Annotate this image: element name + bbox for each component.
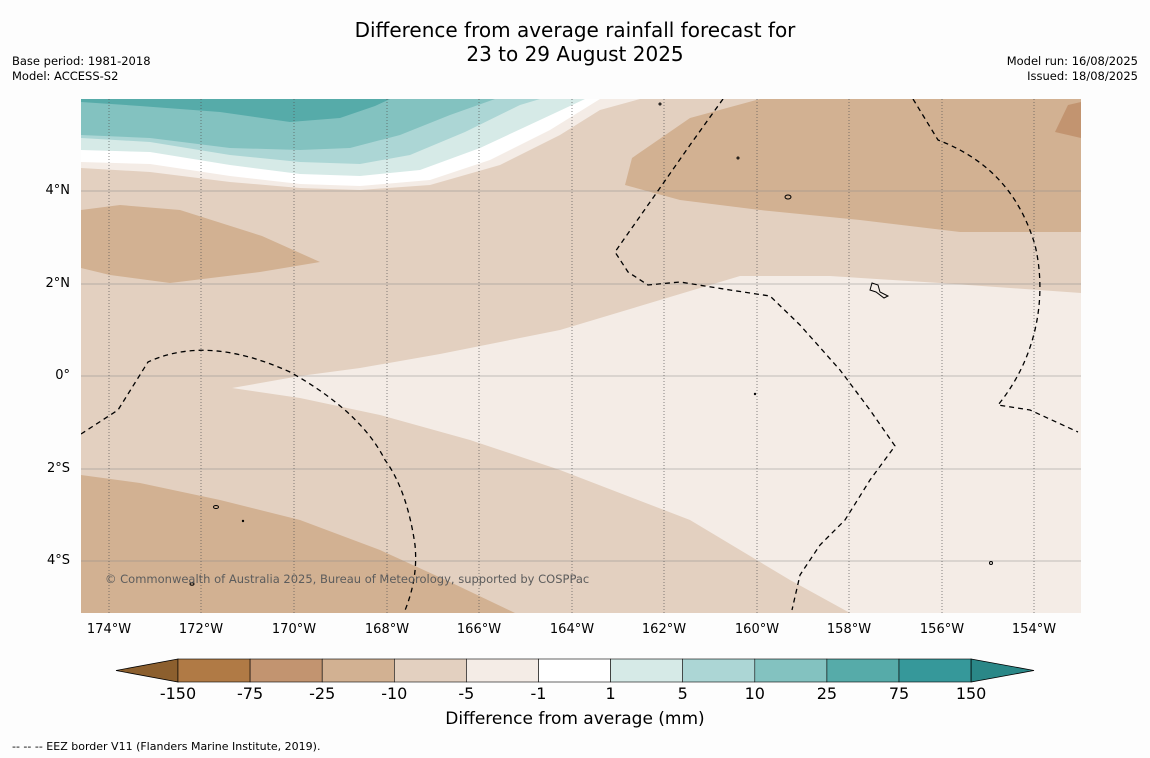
colorbar-tick-label: 25 (816, 684, 838, 703)
title-line-1: Difference from average rainfall forecas… (354, 18, 796, 42)
lon-label-164w: 164°W (549, 622, 595, 637)
colorbar-tick-label: -5 (458, 684, 475, 703)
colorbar-segment (610, 658, 683, 683)
colorbar-tick-label: 75 (888, 684, 910, 703)
lon-label-154w: 154°W (1011, 622, 1057, 637)
colorbar-extend-high (970, 658, 1035, 683)
anomaly-area-10-to-25 (81, 99, 495, 150)
lon-label-156w: 156°W (919, 622, 965, 637)
lat-label-0: 0° (55, 368, 70, 383)
colorbar-segment (466, 658, 539, 683)
colorbar-tick-label: 5 (677, 684, 688, 703)
lon-label-168w: 168°W (364, 622, 410, 637)
islands (189, 102, 993, 586)
anomaly-area--25-to--10-northeast (625, 99, 1081, 232)
colorbar-tick-label: -25 (309, 684, 336, 703)
colorbar-tick-label: -1 (530, 684, 547, 703)
colorbar-segment (538, 658, 611, 683)
colorbar-tick-label: 150 (955, 684, 987, 703)
colorbar-segment (177, 658, 251, 683)
lon-label-160w: 160°W (734, 622, 780, 637)
meta-right: Model run: 16/08/2025 Issued: 18/08/2025 (1007, 54, 1138, 84)
lon-label-162w: 162°W (641, 622, 687, 637)
lon-label-174w: 174°W (86, 622, 132, 637)
anomaly-area--25-to--10-southwest (81, 475, 515, 613)
copyright-notice: © Commonwealth of Australia 2025, Bureau… (105, 572, 590, 586)
lon-label-158w: 158°W (826, 622, 872, 637)
model-run-text: Model run: 16/08/2025 (1006, 54, 1138, 68)
latitude-lines (81, 190, 1081, 562)
anomaly-area-25-to-75 (81, 99, 390, 122)
lon-label-166w: 166°W (456, 622, 502, 637)
anomaly-area--75-to--25-northeast (1055, 102, 1081, 138)
colorbar-segment (898, 658, 972, 683)
base-period-text: Base period: 1981-2018 (12, 54, 151, 68)
colorbar-segment (682, 658, 756, 683)
anomaly-area--25-to--10-west (81, 205, 320, 283)
colorbar-tick-label: 10 (744, 684, 765, 703)
lat-label-2s: 2°S (46, 461, 70, 476)
lat-label-2n: 2°N (45, 276, 71, 291)
colorbar-tick-label: 1 (605, 684, 616, 703)
colorbar-segment (393, 658, 467, 683)
colorbar-tick-label: -75 (237, 684, 264, 703)
lat-label-4n: 4°N (45, 183, 71, 198)
colorbar-segment (754, 658, 828, 683)
lat-label-4s: 4°S (46, 553, 70, 568)
colorbar (115, 658, 1035, 683)
colorbar-segment (826, 658, 900, 683)
issued-text: Issued: 18/08/2025 (1027, 69, 1138, 83)
map-fill-layer (81, 99, 1081, 613)
colorbar-segment (321, 658, 395, 683)
colorbar-title: Difference from average (mm) (445, 709, 705, 729)
chart-title: Difference from average rainfall forecas… (0, 18, 1150, 66)
colorbar-extend-low (115, 658, 179, 683)
colorbar-tick-label: -150 (159, 684, 197, 703)
colorbar-tick-label: -10 (381, 684, 408, 703)
title-line-2: 23 to 29 August 2025 (466, 42, 684, 66)
meta-left: Base period: 1981-2018 Model: ACCESS-S2 (12, 54, 151, 84)
anomaly-area--5-to--1 (232, 276, 1081, 613)
lon-label-172w: 172°W (178, 622, 224, 637)
model-text: Model: ACCESS-S2 (12, 69, 119, 83)
eez-footnote: -- -- -- EEZ border V11 (Flanders Marine… (12, 740, 321, 753)
lon-label-170w: 170°W (271, 622, 317, 637)
eez-borders (81, 99, 1079, 613)
colorbar-segment (249, 658, 323, 683)
